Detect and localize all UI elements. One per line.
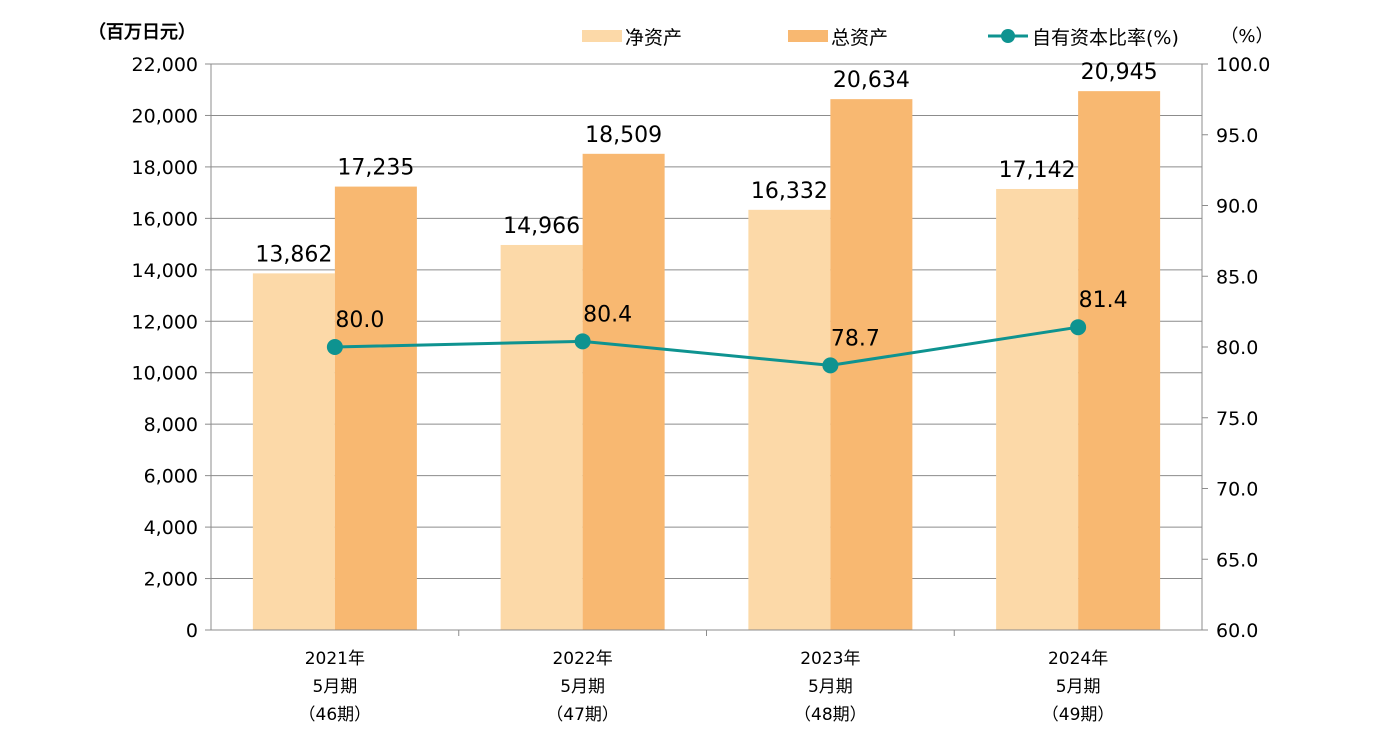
legend-label: 总资产 [831,27,888,49]
y-left-tick-label: 20,000 [132,105,198,127]
y-left-tick-label: 12,000 [132,311,198,333]
legend-marker-ratio [1001,29,1015,43]
ratio-data-label: 78.7 [831,326,880,351]
bar-net-assets [252,273,335,630]
bar-marks [252,91,1161,631]
x-category-label: （49期） [1042,705,1115,725]
bar-net-assets [500,244,583,630]
ratio-point [574,333,591,350]
ratio-line [326,319,1087,374]
x-category-label: 2021年 [305,649,365,669]
y-right-tick-label: 80.0 [1216,337,1258,359]
ratio-line-path [334,325,1079,367]
y-left-tick-label: 0 [186,620,198,642]
x-category-label: （46期） [299,705,372,725]
bar-net-assets [748,209,831,630]
ratio-point [326,339,343,355]
x-category-label: 5月期 [808,677,853,697]
bar-total-assets [334,186,417,630]
data-labels: 13,862 17,235 14,966 18,509 16,332 20,634 17,1… [255,60,1157,351]
y-left-tick-label: 8,000 [144,414,198,436]
bar-data-label: 13,862 [255,242,332,267]
ratio-point [1070,319,1087,336]
bar-data-label: 14,966 [503,214,580,239]
bar-data-label: 18,509 [585,123,662,148]
bar-data-label: 20,945 [1081,60,1158,85]
x-category-label: 5月期 [312,677,357,697]
y-right-tick-label: 70.0 [1216,479,1258,501]
legend-label: 净资产 [625,27,682,49]
y-left-tick-label: 22,000 [132,54,198,76]
y-left-tick-label: 16,000 [132,208,198,230]
y-right-tick-label: 75.0 [1216,408,1258,430]
bar-data-label: 17,142 [999,158,1076,183]
x-category-label: 2023年 [800,649,860,669]
legend-swatch-net-assets [582,30,622,42]
y-right-tick-label: 100.0 [1216,54,1270,76]
y-left-tick-label: 18,000 [132,157,198,179]
y-left-tick-label: 4,000 [144,517,198,539]
ratio-point [822,357,839,374]
y-right-unit-label: （%） [1220,26,1273,47]
y-right-tick-label: 95.0 [1216,125,1258,147]
y-left-tick-label: 6,000 [144,466,198,488]
x-category-label: 2024年 [1048,649,1108,669]
bar-data-label: 20,634 [833,68,910,93]
bar-net-assets [996,188,1079,630]
ratio-data-label: 80.4 [583,302,632,327]
legend: 净资产 总资产 自有资本比率(%) [582,27,1179,49]
y-left-unit-label: （百万日元） [88,22,196,43]
y-left-tick-label: 10,000 [132,363,198,385]
legend-label: 自有资本比率(%) [1032,27,1179,49]
bar-data-label: 16,332 [751,179,828,204]
x-category-label: 2022年 [552,649,612,669]
axes: 0 2,000 4,000 6,000 8,000 10,000 12,000 14,000 1… [88,22,1274,725]
y-left-tick-label: 14,000 [132,260,198,282]
y-right-tick-label: 90.0 [1216,196,1258,218]
bar-total-assets [582,153,665,630]
x-category-label: 5月期 [1056,677,1101,697]
x-category-label: 5月期 [560,677,605,697]
ratio-data-label: 80.0 [335,308,384,333]
legend-swatch-total-assets [788,30,828,42]
y-right-tick-label: 85.0 [1216,266,1258,288]
y-right-tick-label: 60.0 [1216,620,1258,642]
bar-data-label: 17,235 [337,156,414,181]
y-left-tick-label: 2,000 [144,569,198,591]
bar-total-assets [1078,91,1161,630]
x-category-label: （48期） [794,705,867,725]
ratio-data-label: 81.4 [1079,288,1128,313]
x-category-label: （47期） [546,705,619,725]
y-right-tick-label: 65.0 [1216,549,1258,571]
